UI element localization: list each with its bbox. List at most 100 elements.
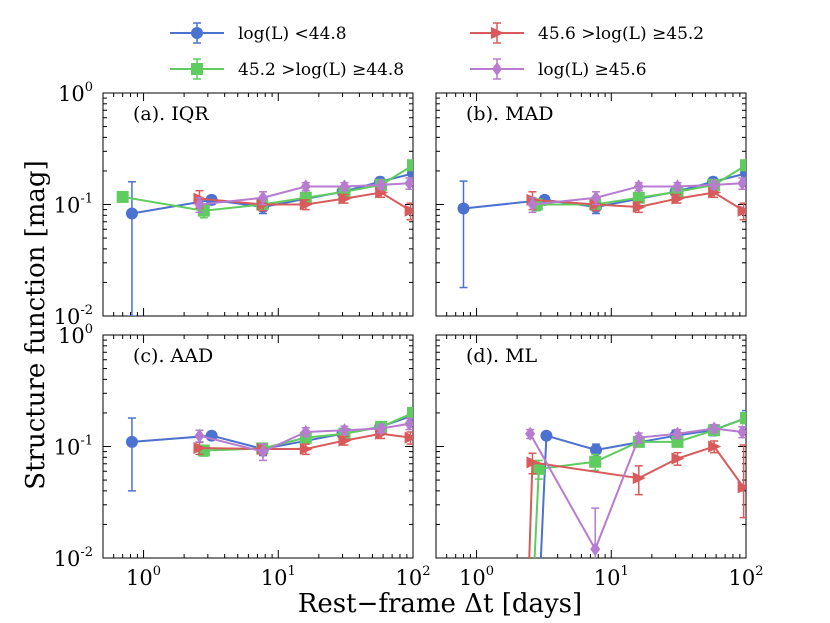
data-point (709, 177, 720, 192)
legend-entry-s4: log(L) ≥45.6 (470, 58, 647, 80)
data-point (740, 159, 746, 172)
legend-label: log(L) ≥45.6 (538, 60, 647, 80)
data-point (193, 441, 207, 454)
data-point (338, 192, 352, 205)
data-point (194, 428, 205, 443)
legend-marker (492, 62, 502, 76)
data-point (125, 435, 138, 448)
x-tick-label: 101 (261, 564, 296, 590)
y-axis-label: Structure function [mag] (21, 160, 51, 489)
data-point (407, 159, 413, 172)
error-bar (127, 417, 136, 492)
error-bar (739, 444, 746, 519)
data-point (740, 412, 746, 425)
error-bar (459, 180, 468, 289)
legend-marker (191, 63, 203, 75)
data-point (300, 424, 311, 439)
x-axis-label: Rest−frame Δt [days] (298, 589, 582, 619)
x-tick-label: 100 (459, 564, 494, 590)
axis-ticks-mad (435, 92, 747, 317)
data-point (527, 197, 538, 212)
data-point (404, 204, 413, 217)
axis-ticks-ml (435, 334, 747, 559)
series-s4 (194, 416, 413, 462)
y-tick-label: 10-2 (54, 545, 93, 571)
series-s1 (125, 165, 413, 316)
y-tick-label: 10-1 (54, 434, 93, 460)
data-point (672, 426, 683, 441)
series-line (529, 427, 743, 552)
data-point (338, 434, 352, 447)
data-point (404, 431, 413, 444)
series-s4 (194, 176, 413, 214)
data-point (590, 190, 601, 205)
series-s3 (526, 440, 746, 558)
data-point (376, 177, 387, 192)
data-point (589, 455, 602, 468)
data-point (737, 424, 746, 439)
panel-label-iqr: (a). IQR (133, 103, 209, 125)
data-point (737, 481, 746, 494)
axis-ticks-aad (102, 334, 414, 559)
data-point (672, 179, 683, 194)
legend-label: log(L) <44.8 (238, 24, 347, 44)
data-point (526, 456, 540, 469)
x-tick-label: 100 (126, 564, 161, 590)
y-tick-label: 100 (58, 80, 93, 106)
data-point (299, 198, 313, 211)
error-bar (127, 180, 136, 316)
legend-entry-s2: 45.2 >log(L) ≥44.8 (170, 58, 404, 80)
panel-label-ml: (d). ML (466, 345, 538, 367)
data-point (404, 416, 413, 431)
data-point (632, 472, 646, 485)
data-point (376, 421, 387, 436)
panel-label-aad: (c). AAD (133, 345, 213, 367)
data-point (457, 202, 470, 215)
data-point (737, 204, 746, 217)
data-point (708, 440, 722, 453)
series-line (528, 445, 745, 558)
panel-frame-ml (435, 334, 747, 559)
series-line (199, 422, 410, 453)
data-point (339, 179, 350, 194)
panel-mad: (b). MAD (435, 92, 747, 317)
panel-iqr: 10-2 10-1 100 (a). IQR (54, 80, 414, 329)
legend-label: 45.6 >log(L) ≥45.2 (538, 24, 704, 44)
data-point (404, 176, 413, 191)
data-point (632, 191, 645, 204)
series-group-ml (525, 409, 746, 558)
x-tick-label: 101 (594, 564, 629, 590)
data-point (257, 190, 268, 205)
series-s4 (525, 421, 746, 558)
data-point (590, 542, 601, 557)
data-point (737, 176, 746, 191)
x-tick-label: 102 (395, 564, 430, 590)
series-group-mad (457, 159, 746, 289)
data-point (632, 200, 646, 213)
series-group-aad (125, 406, 413, 492)
data-point (589, 444, 602, 457)
data-point (300, 179, 311, 194)
data-point (671, 452, 685, 465)
data-point (339, 423, 350, 438)
series-s4 (527, 176, 746, 214)
data-point (407, 406, 413, 419)
y-tick-label: 10-2 (54, 303, 93, 329)
series-group-iqr (116, 159, 413, 316)
legend-marker (191, 27, 203, 39)
data-point (257, 444, 268, 459)
axis-ticks-iqr (102, 92, 414, 317)
legend-label: 45.2 >log(L) ≥44.8 (238, 60, 404, 80)
legend-entry-s3: 45.6 >log(L) ≥45.2 (470, 22, 704, 44)
y-tick-label: 100 (58, 322, 93, 348)
data-point (540, 429, 553, 442)
data-point (299, 442, 313, 455)
data-point (125, 207, 138, 220)
data-point (671, 192, 685, 205)
legend: log(L) <44.8 45.6 >log(L) ≥45.2 45.2 >log(… (170, 22, 704, 80)
data-point (633, 430, 644, 445)
legend-entry-s1: log(L) <44.8 (170, 22, 347, 44)
data-point (116, 190, 129, 203)
data-point (709, 421, 720, 436)
